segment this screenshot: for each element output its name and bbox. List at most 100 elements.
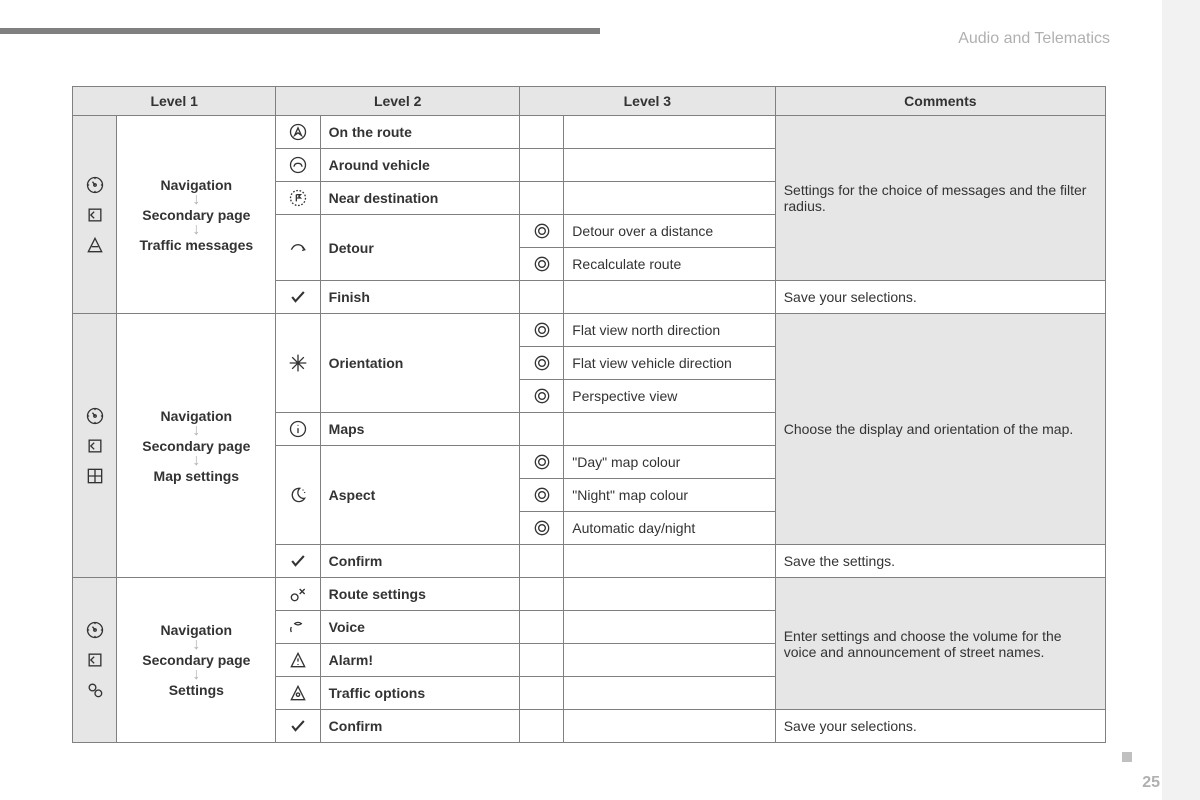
map-grid-icon	[85, 466, 105, 486]
empty-cell	[564, 677, 775, 710]
compass-icon	[85, 175, 105, 195]
radio-icon	[532, 320, 552, 340]
level1-label: Navigation ↓ Secondary page ↓ Traffic me…	[117, 116, 276, 314]
info-icon	[288, 419, 308, 439]
comment-cell: Enter settings and choose the volume for…	[775, 578, 1105, 710]
empty-cell	[564, 644, 775, 677]
radio-icon-cell	[520, 215, 564, 248]
settings-icon	[85, 680, 105, 700]
detour-icon-cell	[276, 215, 320, 281]
secondary-page-icon	[85, 650, 105, 670]
empty-cell	[520, 413, 564, 446]
l2-label: Maps	[320, 413, 519, 446]
check-icon	[288, 287, 308, 307]
radio-icon	[532, 518, 552, 538]
l3-label: Flat view north direction	[564, 314, 775, 347]
empty-cell	[564, 149, 775, 182]
col-level2: Level 2	[276, 87, 520, 116]
comment-cell: Choose the display and orientation of th…	[775, 314, 1105, 545]
l2-label: Route settings	[320, 578, 519, 611]
radio-icon-cell	[520, 380, 564, 413]
empty-cell	[520, 149, 564, 182]
flag-icon-cell	[276, 182, 320, 215]
info-icon-cell	[276, 413, 320, 446]
table-row: Navigation ↓ Secondary page ↓ Settings R…	[73, 578, 1106, 611]
orientation-icon	[288, 353, 308, 373]
radio-icon-cell	[520, 446, 564, 479]
empty-cell	[520, 611, 564, 644]
alarm-icon	[288, 650, 308, 670]
l1-p3: Traffic messages	[140, 237, 254, 253]
empty-cell	[564, 611, 775, 644]
moon-icon-cell	[276, 446, 320, 545]
vehicle-icon-cell	[276, 149, 320, 182]
empty-cell	[520, 644, 564, 677]
l2-label: Alarm!	[320, 644, 519, 677]
table-header-row: Level 1 Level 2 Level 3 Comments	[73, 87, 1106, 116]
radio-icon	[532, 452, 552, 472]
empty-cell	[564, 182, 775, 215]
level1-label: Navigation ↓ Secondary page ↓ Map settin…	[117, 314, 276, 578]
route-settings-icon	[288, 584, 308, 604]
empty-cell	[564, 578, 775, 611]
comment-cell: Save your selections.	[775, 281, 1105, 314]
l3-label: Flat view vehicle direction	[564, 347, 775, 380]
l2-label: Around vehicle	[320, 149, 519, 182]
l3-label: "Night" map colour	[564, 479, 775, 512]
empty-cell	[564, 710, 775, 743]
comment-cell: Save your selections.	[775, 710, 1105, 743]
arrow-down-icon: ↓	[125, 640, 267, 650]
moon-icon	[288, 485, 308, 505]
l1-p3: Settings	[169, 682, 224, 698]
section-title: Audio and Telematics	[958, 30, 1110, 48]
empty-cell	[520, 545, 564, 578]
vehicle-icon	[288, 155, 308, 175]
l2-label: Confirm	[320, 545, 519, 578]
compass-icon	[85, 620, 105, 640]
menu-table: Level 1 Level 2 Level 3 Comments Navigat…	[72, 86, 1106, 743]
empty-cell	[520, 116, 564, 149]
level1-icons	[73, 578, 117, 743]
l2-label: Finish	[320, 281, 519, 314]
check-icon-cell	[276, 545, 320, 578]
empty-cell	[520, 182, 564, 215]
radio-icon	[532, 221, 552, 241]
l3-label: Perspective view	[564, 380, 775, 413]
check-icon-cell	[276, 710, 320, 743]
radio-icon	[532, 485, 552, 505]
flag-icon	[288, 188, 308, 208]
l2-label: Aspect	[320, 446, 519, 545]
traffic-icon	[85, 235, 105, 255]
route-settings-icon-cell	[276, 578, 320, 611]
l2-label: On the route	[320, 116, 519, 149]
radio-icon	[532, 386, 552, 406]
l2-label: Confirm	[320, 710, 519, 743]
table-row: Navigation ↓ Secondary page ↓ Traffic me…	[73, 116, 1106, 149]
empty-cell	[564, 545, 775, 578]
check-icon-cell	[276, 281, 320, 314]
detour-icon	[288, 238, 308, 258]
table-row: Navigation ↓ Secondary page ↓ Map settin…	[73, 314, 1106, 347]
l2-label: Traffic options	[320, 677, 519, 710]
header-bar	[0, 28, 600, 34]
alarm-icon-cell	[276, 644, 320, 677]
l3-label: Recalculate route	[564, 248, 775, 281]
page-edge-strip	[1162, 0, 1200, 800]
secondary-page-icon	[85, 205, 105, 225]
col-comments: Comments	[775, 87, 1105, 116]
col-level1: Level 1	[73, 87, 276, 116]
l2-label: Voice	[320, 611, 519, 644]
empty-cell	[564, 116, 775, 149]
radio-icon	[532, 353, 552, 373]
nav-arrow-icon	[288, 122, 308, 142]
l3-label: "Day" map colour	[564, 446, 775, 479]
radio-icon	[532, 254, 552, 274]
arrow-down-icon: ↓	[125, 195, 267, 205]
l2-label: Near destination	[320, 182, 519, 215]
arrow-down-icon: ↓	[125, 456, 267, 466]
arrow-down-icon: ↓	[125, 426, 267, 436]
arrow-down-icon: ↓	[125, 225, 267, 235]
comment-cell: Save the settings.	[775, 545, 1105, 578]
voice-icon	[288, 617, 308, 637]
empty-cell	[520, 578, 564, 611]
